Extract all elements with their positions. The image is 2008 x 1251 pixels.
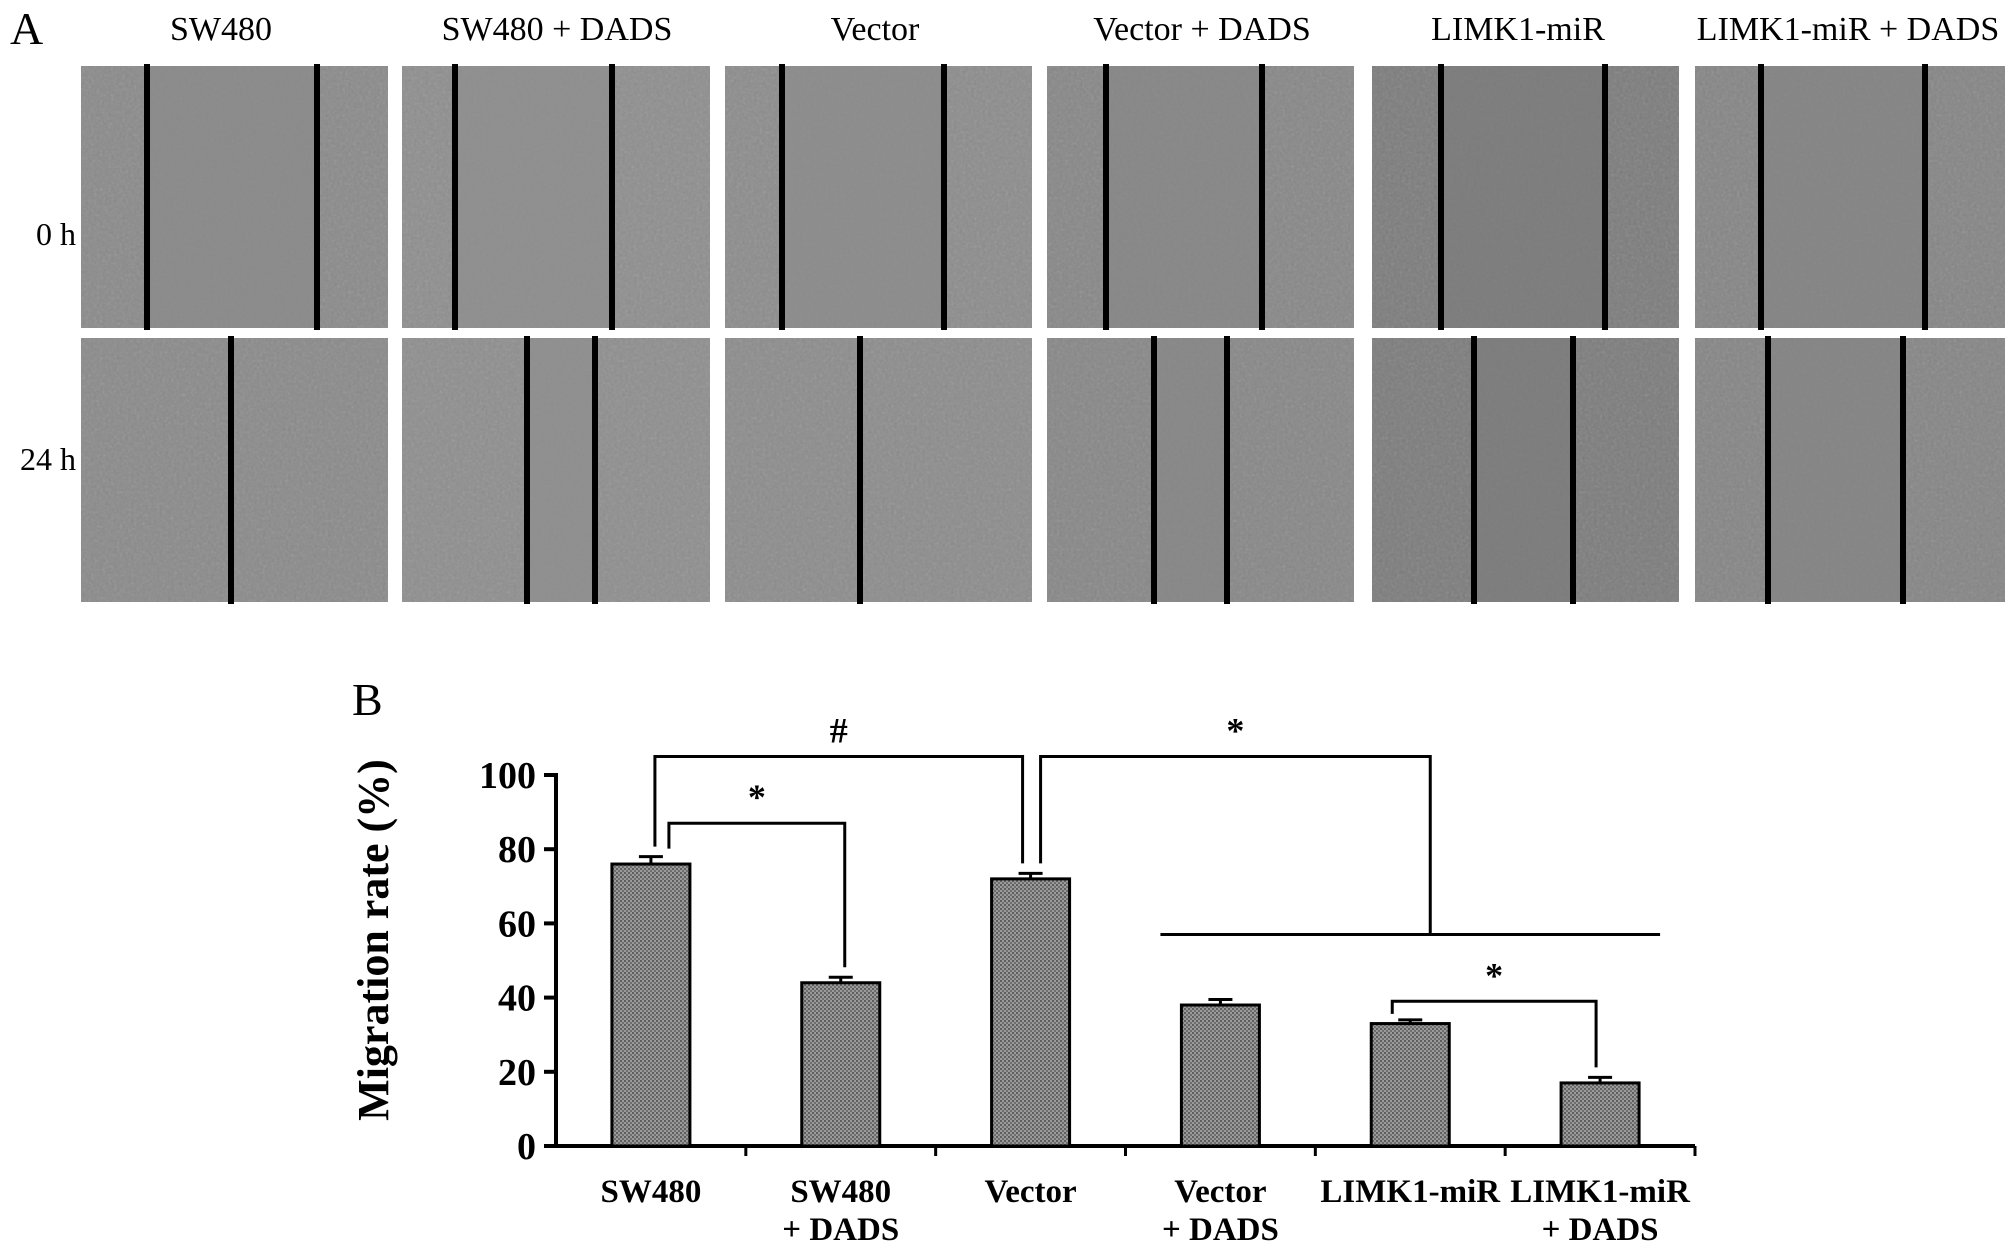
scratch-line bbox=[1151, 336, 1157, 604]
x-category-label-2-0: Vector bbox=[984, 1174, 1076, 1210]
panel-b-letter: B bbox=[352, 674, 383, 725]
y-tick-label: 0 bbox=[517, 1126, 536, 1168]
bar-3 bbox=[1179, 1003, 1261, 1148]
micrograph-r1-c5 bbox=[1695, 336, 2005, 604]
scratch-line bbox=[1758, 64, 1764, 330]
column-label-vector: Vector bbox=[831, 11, 920, 48]
significance-symbol-1: * bbox=[748, 777, 766, 817]
scratch-line bbox=[144, 64, 150, 330]
x-category-label-5-1: + DADS bbox=[1542, 1212, 1659, 1248]
wound-area bbox=[1441, 66, 1605, 328]
row-label-0h: 0 h bbox=[36, 216, 76, 252]
significance-symbol-2: * bbox=[1226, 710, 1244, 750]
column-label-sw480-dads: SW480 + DADS bbox=[442, 11, 673, 48]
y-tick-label: 100 bbox=[479, 755, 536, 797]
significance-symbol-3: * bbox=[1485, 955, 1503, 995]
micrograph-r1-c2 bbox=[725, 336, 1032, 604]
panel-b-bar-chart: B Migration rate (%) 0 20 40 60 80 100 SW480 SW… bbox=[349, 674, 1697, 1248]
micrograph-texture bbox=[725, 338, 1032, 602]
micrograph-r1-c1 bbox=[402, 336, 710, 604]
scratch-line bbox=[452, 64, 458, 330]
y-tick-label: 20 bbox=[498, 1052, 536, 1094]
scratch-line bbox=[1922, 64, 1928, 330]
y-tick-label: 80 bbox=[498, 829, 536, 871]
micrograph-grid bbox=[81, 64, 2005, 604]
micrograph-r0-c2 bbox=[725, 64, 1032, 330]
y-tick-label: 60 bbox=[498, 903, 536, 945]
micrograph-r1-c3 bbox=[1047, 336, 1354, 604]
y-axis-label: Migration rate (%) bbox=[349, 759, 398, 1121]
micrograph-r1-c0 bbox=[81, 336, 388, 604]
wound-area bbox=[1474, 338, 1573, 602]
scratch-line bbox=[609, 64, 615, 330]
scratch-line bbox=[592, 336, 598, 604]
y-tick-label: 40 bbox=[498, 978, 536, 1020]
wound-area bbox=[147, 66, 317, 328]
scratch-line bbox=[1765, 336, 1771, 604]
scratch-line bbox=[1900, 336, 1906, 604]
panel-a-letter: A bbox=[10, 3, 43, 54]
micrograph-r0-c4 bbox=[1372, 64, 1679, 330]
micrograph-r0-c1 bbox=[402, 64, 710, 330]
x-category-label-1-0: SW480 bbox=[790, 1174, 891, 1210]
bar-4 bbox=[1369, 1022, 1451, 1148]
x-category-label-3-1: + DADS bbox=[1162, 1212, 1279, 1248]
significance-bracket-1 bbox=[667, 821, 847, 968]
scratch-line bbox=[1103, 64, 1109, 330]
scratch-line bbox=[1471, 336, 1477, 604]
bar-2 bbox=[990, 877, 1072, 1148]
x-category-label-1-1: + DADS bbox=[782, 1212, 899, 1248]
wound-area bbox=[782, 66, 944, 328]
scratch-line bbox=[941, 64, 947, 330]
row-label-24h: 24 h bbox=[20, 441, 76, 477]
significance-bracket-3 bbox=[1390, 999, 1598, 1068]
micrograph-texture bbox=[81, 338, 388, 602]
scratch-line bbox=[857, 336, 863, 604]
wound-area bbox=[527, 338, 595, 602]
x-category-label-5-0: LIMK1-miR bbox=[1510, 1174, 1691, 1210]
scratch-line bbox=[1570, 336, 1576, 604]
micrograph-r0-c0 bbox=[81, 64, 388, 330]
micrograph-r1-c4 bbox=[1372, 336, 1679, 604]
column-label-limk1-mir-dads: LIMK1-miR + DADS bbox=[1697, 11, 2000, 48]
scratch-line bbox=[779, 64, 785, 330]
significance-symbol-0: # bbox=[830, 710, 848, 750]
significance-bracket-2 bbox=[1039, 754, 1432, 935]
x-category-label-4-0: LIMK1-miR bbox=[1320, 1174, 1501, 1210]
scratch-line bbox=[314, 64, 320, 330]
wound-area bbox=[1154, 338, 1227, 602]
micrograph-r0-c3 bbox=[1047, 64, 1354, 330]
column-labels: SW480 SW480 + DADS Vector Vector + DADS … bbox=[170, 11, 1999, 48]
wound-area bbox=[1106, 66, 1262, 328]
scratch-line bbox=[1224, 336, 1230, 604]
micrograph-r0-c5 bbox=[1695, 64, 2005, 330]
x-category-label-3-0: Vector bbox=[1174, 1174, 1266, 1210]
scratch-line bbox=[1602, 64, 1608, 330]
scratch-line bbox=[524, 336, 530, 604]
scratch-line bbox=[1259, 64, 1265, 330]
bar-5 bbox=[1559, 1081, 1641, 1148]
wound-area bbox=[1768, 338, 1903, 602]
bar-1 bbox=[800, 981, 882, 1148]
column-label-limk1-mir: LIMK1-miR bbox=[1431, 11, 1605, 48]
column-label-sw480: SW480 bbox=[170, 11, 272, 48]
panel-a-micrographs: A SW480 SW480 + DADS Vector Vector + DAD… bbox=[10, 3, 2005, 604]
scratch-line bbox=[228, 336, 234, 604]
significance-bracket-0 bbox=[653, 754, 1025, 864]
wound-area bbox=[455, 66, 612, 328]
x-category-label-0-0: SW480 bbox=[600, 1174, 701, 1210]
column-label-vector-dads: Vector + DADS bbox=[1093, 11, 1310, 48]
bar-0 bbox=[610, 862, 692, 1148]
scratch-line bbox=[1438, 64, 1444, 330]
wound-area bbox=[1761, 66, 1925, 328]
